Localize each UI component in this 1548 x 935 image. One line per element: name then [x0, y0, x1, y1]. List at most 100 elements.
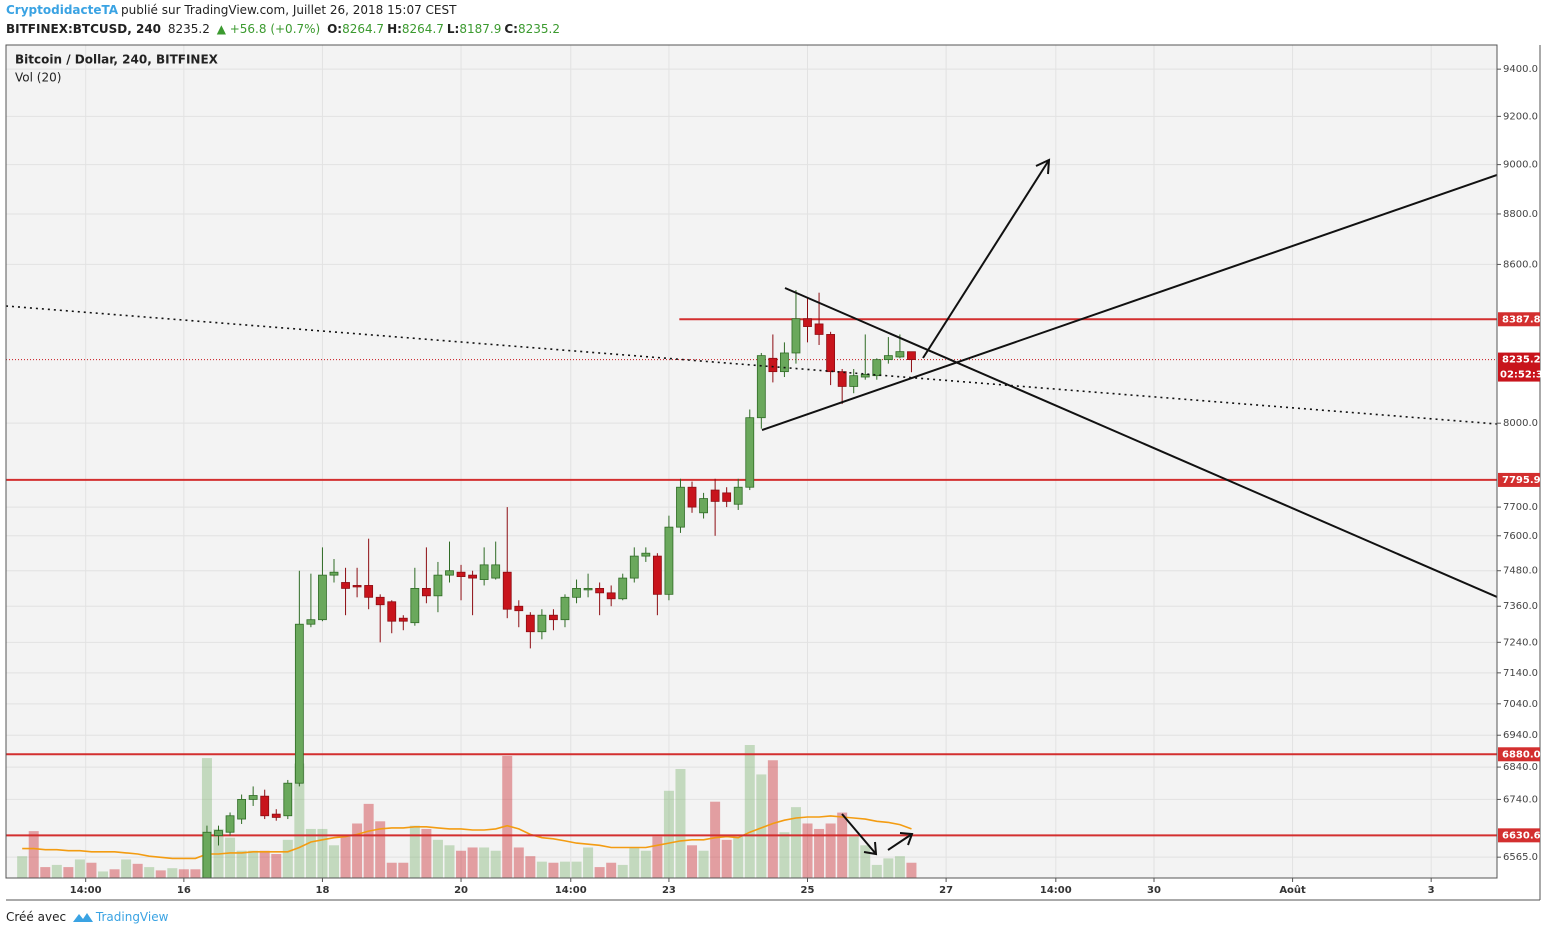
- volume-bar: [733, 836, 744, 878]
- arrow-up-small: [887, 833, 913, 851]
- y-tick-label: 8800.0: [1503, 209, 1538, 220]
- volume-bar: [190, 869, 201, 878]
- volume-bar: [28, 831, 39, 878]
- x-tick-label: 25: [801, 885, 815, 896]
- volume-bar: [825, 823, 836, 878]
- candle-body: [780, 352, 789, 373]
- candle-body: [387, 601, 397, 622]
- x-tick-label: 14:00: [1040, 885, 1072, 896]
- candle-body: [756, 355, 766, 419]
- level-tag: [1498, 828, 1540, 843]
- candle-body: [491, 564, 501, 579]
- volume-bar: [906, 862, 917, 878]
- x-tick-label: Août: [1279, 884, 1306, 896]
- volume-bar: [40, 867, 51, 878]
- candle-body: [318, 574, 327, 621]
- candle-body: [168, 903, 176, 908]
- candle-body: [860, 373, 870, 378]
- candle-body: [329, 571, 339, 576]
- candle-body: [907, 351, 916, 360]
- y-tick-label: 7360.0: [1503, 601, 1538, 612]
- ohlc-value: 8264.7: [342, 22, 385, 36]
- x-tick-label: 23: [662, 885, 676, 896]
- volume-bar: [398, 862, 409, 878]
- author: CryptodidacteTA: [6, 3, 119, 17]
- y-tick-label: 7240.0: [1503, 637, 1538, 648]
- volume-bar: [86, 862, 97, 878]
- x-tick-label: 20: [454, 885, 468, 896]
- arrow-head: [863, 841, 878, 856]
- candle-body: [468, 574, 477, 579]
- y-tick-label: 6565.0: [1503, 852, 1538, 863]
- volume-bar: [698, 850, 709, 878]
- candle-body: [699, 498, 708, 514]
- candle-body: [283, 782, 293, 817]
- candle-body: [271, 813, 281, 818]
- candle-body: [41, 930, 49, 933]
- candle-body: [664, 526, 674, 595]
- volume-bar: [282, 839, 293, 878]
- candle-body: [560, 596, 570, 621]
- candle-body: [260, 795, 270, 817]
- y-tick-label: 6940.0: [1503, 730, 1538, 741]
- legend-title: Bitcoin / Dollar, 240, BITFINEX: [15, 53, 219, 67]
- candle-body: [652, 555, 662, 595]
- candle-body: [375, 596, 385, 606]
- ohlc-value: 8187.9: [459, 22, 502, 36]
- volume-bar: [559, 861, 570, 878]
- candle-body: [306, 619, 316, 625]
- volume-bar: [640, 850, 651, 878]
- candle-body: [883, 355, 893, 361]
- volume-bar: [467, 847, 478, 878]
- x-tick-label: 18: [315, 885, 329, 896]
- candle-body: [826, 334, 836, 373]
- volume-bar: [132, 863, 143, 878]
- level-label: 7795.9: [1502, 475, 1541, 486]
- volume-bar: [525, 856, 536, 878]
- y-tick-label: 6840.0: [1503, 762, 1538, 773]
- last-price-label: 8235.2: [1502, 355, 1541, 366]
- arrow-head: [1035, 158, 1051, 175]
- candle-body: [814, 323, 824, 335]
- y-tick-label: 7480.0: [1503, 566, 1538, 577]
- level-tag: [1498, 747, 1540, 762]
- volume-bar: [63, 867, 74, 878]
- candle-body: [180, 903, 188, 910]
- volume-bar: [894, 856, 905, 878]
- volume-bar: [479, 847, 490, 878]
- volume-bar: [652, 836, 663, 878]
- volume-bar: [721, 839, 732, 878]
- volume-ma-line: [22, 815, 912, 860]
- candle-body: [364, 585, 374, 598]
- candle-body: [710, 489, 720, 502]
- level-label: 8387.8: [1502, 314, 1541, 325]
- ohlc-label: O:: [327, 22, 343, 36]
- candle-body: [248, 795, 258, 800]
- volume-bar: [167, 868, 178, 878]
- level-label: 6880.0: [1502, 749, 1541, 760]
- y-tick-label: 7140.0: [1503, 668, 1538, 679]
- candle-body: [733, 486, 743, 505]
- volume-bar: [710, 801, 721, 878]
- candle-body: [456, 571, 466, 578]
- candle-body: [629, 555, 639, 579]
- volume-bar: [74, 859, 85, 878]
- candle-body: [745, 417, 755, 488]
- countdown: 02:52:33: [1500, 370, 1548, 381]
- candle-body: [479, 564, 489, 580]
- support-line: [761, 174, 1497, 431]
- volume-bar: [259, 850, 270, 878]
- arrow-head: [899, 832, 914, 846]
- volume-bar: [317, 828, 328, 878]
- volume-bar: [490, 850, 501, 878]
- published: publié sur TradingView.com, Juillet 26, …: [121, 3, 457, 17]
- y-tick-label: 7040.0: [1503, 699, 1538, 710]
- level-tag: [1498, 312, 1540, 327]
- drawings: [6, 158, 1497, 856]
- volume-bar: [444, 845, 455, 878]
- candle-body: [676, 486, 685, 528]
- candle-body: [202, 831, 212, 878]
- volume-bar: [409, 825, 420, 878]
- candle-body: [606, 592, 616, 600]
